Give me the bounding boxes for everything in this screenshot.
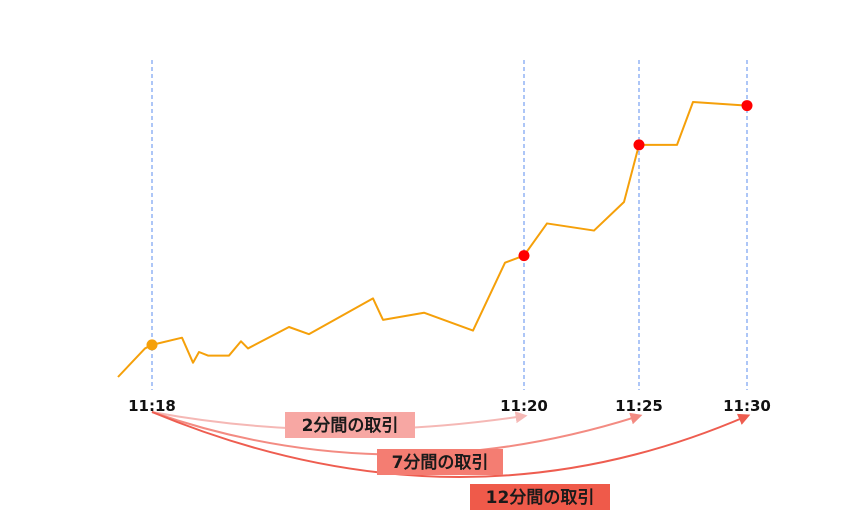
vertical-gridlines	[151, 60, 748, 390]
tick-label-1120: 11:20	[500, 397, 548, 415]
duration-label-1: 7分間の取引	[377, 449, 503, 475]
duration-label-text: 12分間の取引	[486, 488, 595, 508]
duration-label-0: 2分間の取引	[285, 412, 415, 438]
marker-layer	[146, 100, 753, 351]
duration-label-text: 7分間の取引	[392, 453, 489, 473]
marker-1130	[741, 100, 753, 112]
trade-duration-labels: 2分間の取引 7分間の取引 12分間の取引	[285, 412, 610, 510]
duration-label-bg	[377, 449, 503, 475]
time-axis-labels: 11:18 11:20 11:25 11:30	[128, 397, 771, 415]
price-line	[117, 101, 748, 378]
duration-label-2: 12分間の取引	[470, 484, 610, 510]
marker-1118	[146, 339, 158, 351]
tick-label-1130: 11:30	[723, 397, 771, 415]
duration-arrow-2	[151, 411, 751, 478]
marker-1125	[633, 139, 645, 151]
price-line-layer	[117, 101, 748, 378]
tick-label-1125: 11:25	[615, 397, 663, 415]
duration-label-bg	[470, 484, 610, 510]
marker-1120	[518, 250, 530, 262]
duration-label-text: 2分間の取引	[302, 416, 399, 436]
tick-label-1118: 11:18	[128, 397, 176, 415]
duration-label-bg	[285, 412, 415, 438]
